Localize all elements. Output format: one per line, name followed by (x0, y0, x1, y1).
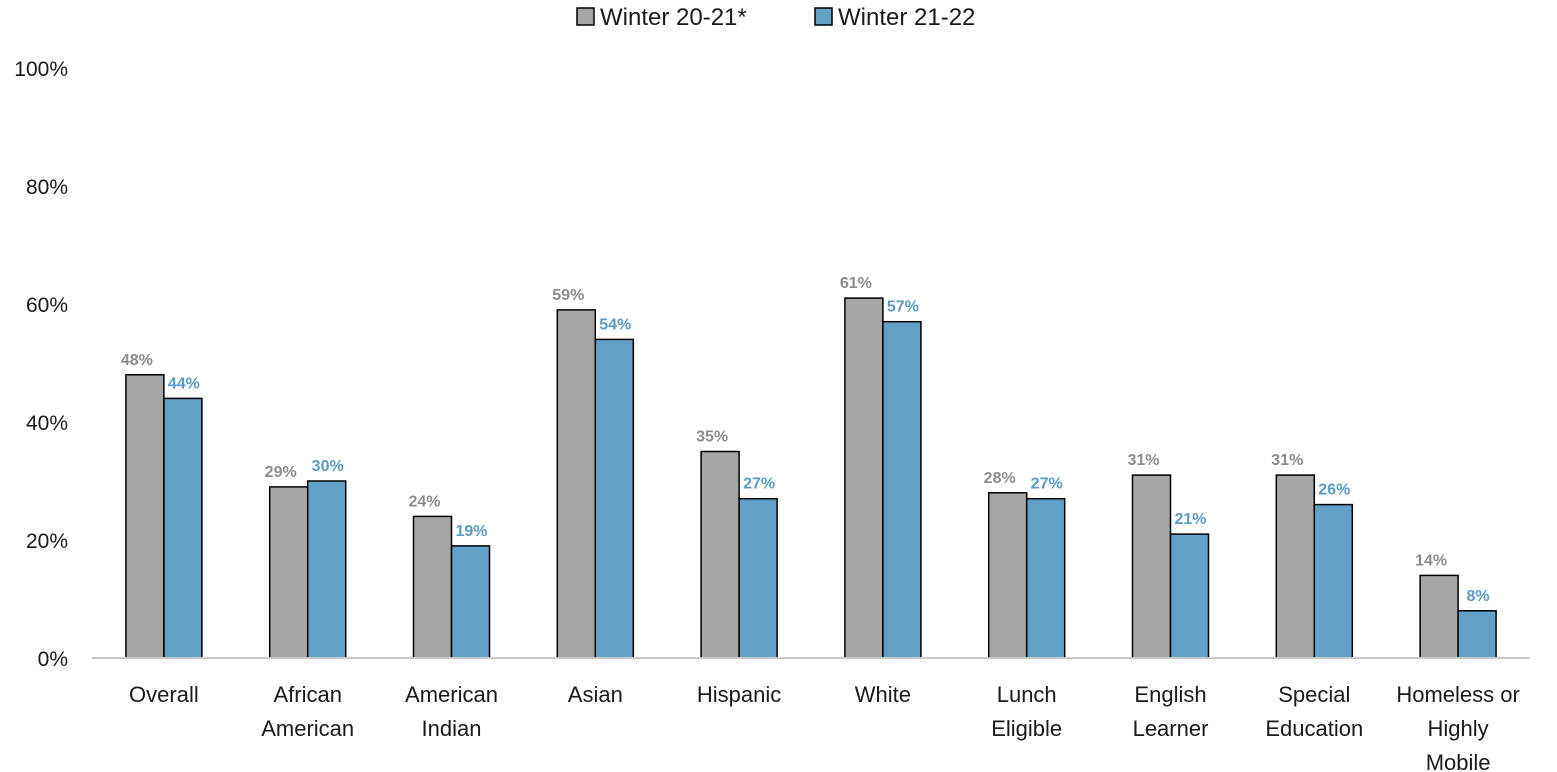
x-tick-label: American (261, 716, 354, 741)
data-label-series-2: 19% (455, 523, 487, 540)
data-label-series-1: 31% (1127, 452, 1159, 469)
y-axis: 0% 20% 40% 60% 80% 100% (14, 58, 68, 671)
data-label-series-1: 48% (121, 352, 153, 369)
x-tick-label: Asian (568, 682, 623, 707)
y-tick-label: 0% (38, 648, 68, 671)
bar-series-2 (306, 480, 347, 659)
legend-swatch-series-2 (814, 7, 833, 26)
bar-series-1 (125, 374, 165, 659)
data-label-series-1: 61% (840, 275, 872, 292)
data-label-series-1: 35% (696, 429, 728, 446)
bar-series-2 (1457, 610, 1497, 659)
y-tick-label: 40% (26, 412, 68, 435)
data-label-series-1: 59% (552, 287, 584, 304)
bar-series-2 (594, 338, 635, 659)
x-tick-label: Mobile (1426, 750, 1491, 772)
data-label-series-1: 14% (1415, 552, 1447, 569)
x-tick-label: Education (1265, 716, 1363, 741)
data-label-series-2: 54% (599, 316, 631, 333)
x-tick-label: African (273, 682, 341, 707)
x-tick-label: American (405, 682, 498, 707)
legend-label-series-1: Winter 20-21* (600, 4, 747, 31)
bar-series-2 (1313, 503, 1354, 659)
bars (125, 297, 1497, 659)
y-tick-label: 20% (26, 530, 68, 553)
bar-series-1 (412, 515, 453, 659)
bar-series-1 (1131, 474, 1172, 659)
bar-series-1 (844, 297, 884, 659)
data-label-series-1: 28% (984, 470, 1016, 487)
x-tick-label: English (1134, 682, 1206, 707)
data-label-series-2: 27% (1031, 476, 1063, 493)
x-tick-label: Learner (1133, 716, 1209, 741)
bar-series-1 (700, 450, 740, 659)
bar-series-1 (556, 309, 597, 659)
data-label-series-2: 8% (1467, 588, 1490, 605)
bar-series-1 (987, 492, 1028, 659)
x-tick-label: White (855, 682, 911, 707)
bar-series-2 (1025, 497, 1066, 659)
bar-series-1 (1419, 574, 1459, 659)
data-label-series-2: 27% (743, 476, 775, 493)
data-label-series-2: 44% (168, 375, 200, 392)
data-label-series-2: 57% (887, 299, 919, 316)
bar-series-2 (450, 545, 491, 659)
bar-series-2 (882, 320, 922, 659)
data-label-series-2: 26% (1318, 482, 1350, 499)
x-tick-label: Homeless or (1396, 682, 1519, 707)
x-tick-label: Overall (129, 682, 199, 707)
legend: Winter 20-21* Winter 21-22 (576, 4, 975, 31)
x-tick-label: Eligible (991, 716, 1062, 741)
x-tick-label: Highly (1428, 716, 1489, 741)
x-tick-label: Hispanic (697, 682, 781, 707)
y-tick-label: 100% (14, 58, 68, 81)
legend-swatch-series-1 (576, 7, 595, 26)
bar-series-1 (1275, 474, 1316, 659)
data-labels: 48% 44% 29% 30% 24% 19% 59% 54% 35% 27% 61% 57% 28% 2… (121, 275, 1490, 605)
data-label-series-1: 29% (265, 464, 297, 481)
x-tick-label: Indian (422, 716, 482, 741)
y-tick-label: 80% (26, 176, 68, 199)
x-tick-label: Lunch (997, 682, 1057, 707)
data-label-series-2: 21% (1174, 511, 1206, 528)
bar-series-2 (738, 497, 778, 659)
bar-series-1 (268, 486, 309, 659)
x-tick-label: Special (1278, 682, 1350, 707)
data-label-series-1: 31% (1271, 452, 1303, 469)
data-label-series-1: 24% (408, 493, 440, 510)
y-tick-label: 60% (26, 294, 68, 317)
bar-series-2 (1169, 533, 1210, 659)
bar-series-2 (163, 397, 203, 659)
legend-label-series-2: Winter 21-22 (838, 4, 975, 31)
data-label-series-2: 30% (312, 458, 344, 475)
x-axis: Overall African American American Indian Asia… (92, 657, 1530, 772)
